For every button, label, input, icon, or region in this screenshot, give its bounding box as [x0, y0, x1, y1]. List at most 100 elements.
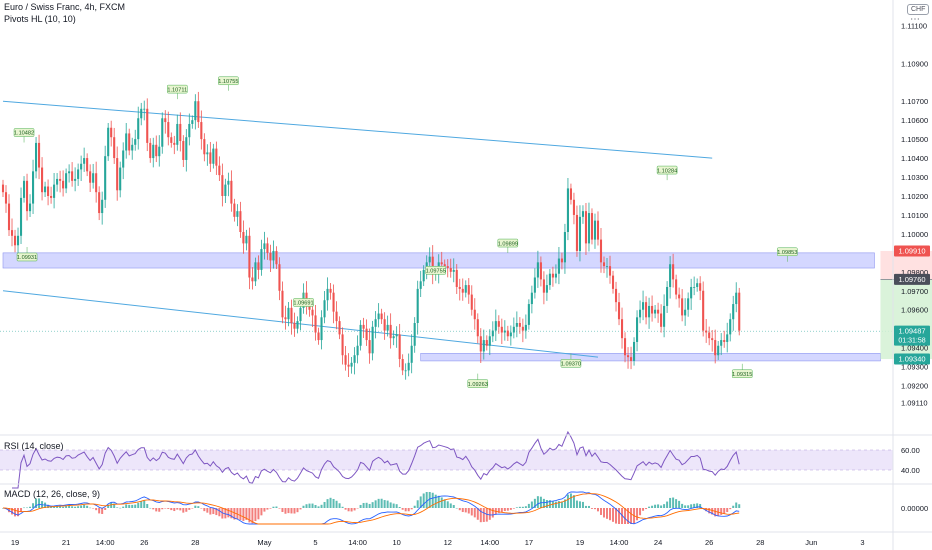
more-options-icon[interactable]: ⋯	[910, 14, 920, 25]
pivot-label-text: 1.10284	[657, 168, 677, 174]
pivot-label-text: 1.10755	[218, 79, 238, 85]
candle-body	[80, 163, 83, 170]
macd-histogram-bar	[395, 504, 398, 508]
candle-body	[68, 171, 71, 174]
candle-body	[611, 275, 615, 289]
candle-body	[338, 321, 341, 335]
candle-body	[287, 307, 290, 320]
macd-histogram-bar	[101, 508, 104, 514]
macd-histogram-bar	[59, 505, 62, 508]
candle-body	[212, 148, 215, 164]
price-badge-text: 1.09340	[898, 355, 925, 364]
candle-body	[284, 317, 287, 320]
pivot-label-box	[777, 247, 798, 257]
macd-histogram-bar	[56, 505, 59, 508]
macd-histogram-bar	[398, 506, 401, 508]
macd-histogram-bar	[119, 507, 122, 509]
macd-histogram-bar	[563, 499, 566, 508]
candle-body	[185, 137, 188, 160]
macd-histogram-bar	[470, 508, 473, 516]
candle-body	[113, 137, 116, 159]
pivot-label-box	[425, 266, 446, 275]
macd-histogram-bar	[362, 502, 365, 508]
macd-histogram-bar	[209, 508, 212, 515]
macd-histogram-bar	[47, 504, 50, 508]
candle-body	[539, 262, 542, 280]
macd-histogram-bar	[726, 508, 729, 513]
macd-histogram-bar	[269, 508, 272, 509]
candle-body	[236, 211, 239, 217]
macd-histogram-bar	[260, 508, 263, 516]
candle-body	[729, 319, 732, 335]
macd-histogram-bar	[476, 508, 479, 520]
candle-body	[645, 302, 648, 318]
macd-histogram-bar	[380, 498, 383, 508]
macd-pane: 0.00000	[2, 491, 928, 525]
macd-histogram-bar	[83, 504, 86, 508]
pivot-label-text: 1.09315	[732, 372, 752, 378]
candle-body	[134, 139, 137, 145]
candle-body	[275, 250, 278, 265]
macd-legend[interactable]: MACD (12, 26, close, 9)	[4, 489, 101, 499]
macd-histogram-bar	[618, 508, 621, 524]
candle-body	[575, 214, 579, 251]
position-tool[interactable]	[880, 250, 932, 360]
candle-body	[428, 256, 431, 263]
macd-histogram-bar	[116, 507, 119, 508]
candle-body	[194, 101, 197, 121]
macd-histogram-bar	[452, 505, 455, 508]
candle-body	[560, 258, 563, 263]
macd-histogram-bar	[524, 506, 527, 508]
macd-histogram-bar	[251, 508, 254, 524]
candle-body	[596, 220, 600, 240]
candle-body	[167, 122, 170, 138]
macd-histogram-bar	[272, 506, 275, 508]
candle-body	[485, 340, 488, 346]
macd-histogram-bar	[293, 508, 296, 514]
candle-body	[633, 341, 636, 361]
candle-body	[702, 290, 705, 331]
macd-histogram-bar	[200, 508, 203, 509]
candle-body	[95, 173, 98, 193]
time-tick-label: 12	[444, 538, 452, 547]
macd-histogram-bar	[669, 497, 672, 508]
candle-body	[548, 273, 551, 286]
candle-body	[629, 357, 633, 361]
macd-histogram-bar	[657, 504, 660, 508]
macd-histogram-bar	[125, 504, 128, 508]
macd-histogram-bar	[158, 508, 161, 512]
macd-histogram-bar	[17, 508, 20, 517]
macd-histogram-bar	[738, 504, 741, 508]
macd-histogram-bar	[155, 508, 158, 512]
candle-body	[672, 264, 675, 280]
candle-body	[110, 127, 113, 138]
candle-body	[245, 235, 248, 244]
candle-body	[179, 123, 182, 142]
macd-histogram-bar	[314, 504, 317, 508]
macd-histogram-bar	[233, 508, 236, 520]
macd-histogram-bar	[122, 506, 125, 508]
price-tick-label: 1.10900	[901, 59, 928, 68]
macd-histogram-bar	[590, 508, 593, 509]
macd-histogram-bar	[290, 508, 293, 514]
candle-body	[473, 309, 476, 320]
currency-button[interactable]: CHF	[907, 4, 930, 15]
candle-body	[708, 332, 711, 339]
rsi-legend[interactable]: RSI (14, close)	[4, 441, 64, 451]
candle-body	[152, 144, 155, 159]
candle-body	[86, 158, 89, 172]
indicator-legend[interactable]: Pivots HL (10, 10)	[4, 14, 76, 24]
macd-histogram-bar	[705, 508, 708, 512]
candle-body	[551, 273, 554, 278]
candle-body	[636, 317, 639, 342]
macd-histogram-bar	[20, 508, 23, 513]
candle-body	[494, 321, 497, 331]
macd-histogram-bar	[206, 508, 209, 513]
macd-histogram-bar	[176, 508, 179, 510]
macd-histogram-bar	[347, 508, 350, 512]
macd-histogram-bar	[464, 508, 467, 513]
macd-histogram-bar	[152, 508, 155, 510]
time-tick-label: 14:00	[480, 538, 499, 547]
candle-body	[227, 180, 230, 185]
